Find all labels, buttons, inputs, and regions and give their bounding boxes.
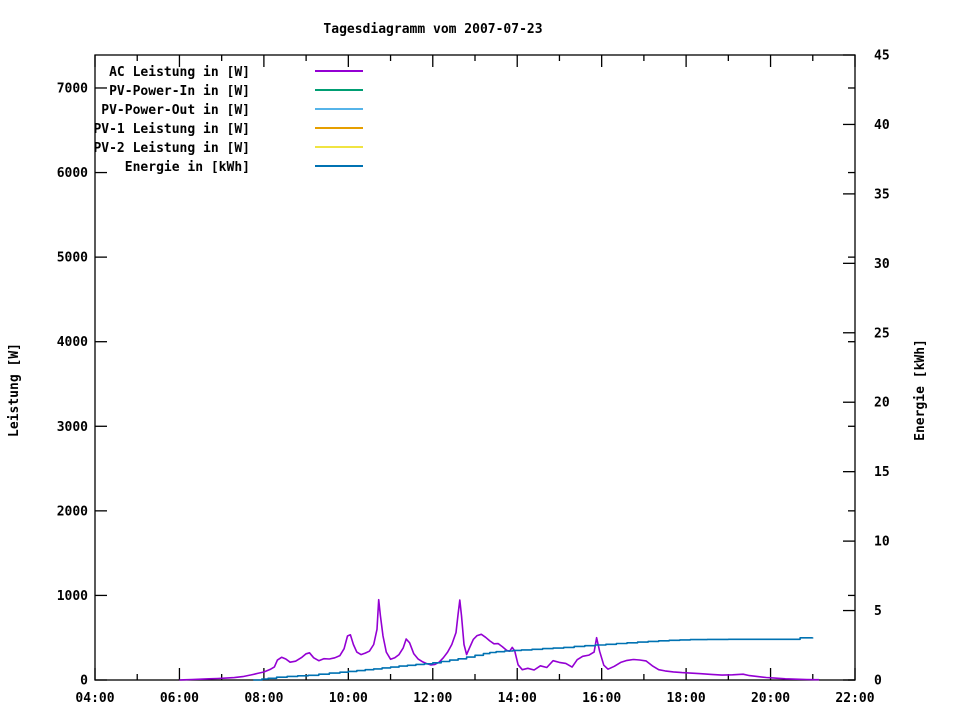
right-tick-label: 5 <box>874 604 882 619</box>
right-tick-label: 30 <box>874 257 890 272</box>
x-tick-label: 06:00 <box>160 691 199 706</box>
x-tick-label: 20:00 <box>751 691 790 706</box>
x-tick-label: 16:00 <box>582 691 621 706</box>
left-axis-ticks <box>95 87 855 681</box>
x-axis-ticks <box>94 55 856 680</box>
right-tick-label: 10 <box>874 535 890 550</box>
x-tick-label: 18:00 <box>667 691 706 706</box>
left-tick-label: 7000 <box>57 81 88 96</box>
x-tick-label: 22:00 <box>835 691 874 706</box>
right-tick-label: 40 <box>874 118 890 133</box>
right-tick-label: 25 <box>874 326 890 341</box>
left-tick-label: 2000 <box>57 504 88 519</box>
legend-label-pv1-leistung: PV-1 Leistung in [W] <box>93 122 250 137</box>
left-axis-title: Leistung [W] <box>7 343 22 437</box>
plot-area: 04:00 06:00 08:00 10:00 12:00 14:00 16:00 18:00… <box>57 49 890 707</box>
left-tick-label: 0 <box>80 674 88 689</box>
series-energie-in-kwh <box>253 637 814 681</box>
left-tick-label: 6000 <box>57 166 88 181</box>
right-tick-label: 15 <box>874 465 890 480</box>
x-tick-label: 10:00 <box>329 691 368 706</box>
legend-label-ac-leistung: AC Leistung in [W] <box>109 65 250 80</box>
legend-label-pv-power-in: PV-Power-In in [W] <box>109 84 250 99</box>
right-tick-label: 20 <box>874 396 890 411</box>
right-tick-label: 45 <box>874 49 890 64</box>
x-tick-label: 12:00 <box>413 691 452 706</box>
right-tick-label: 0 <box>874 674 882 689</box>
x-axis-tick-labels: 04:00 06:00 08:00 10:00 12:00 14:00 16:00 18:00… <box>75 691 874 706</box>
legend-label-pv-power-out: PV-Power-Out in [W] <box>101 103 250 118</box>
right-tick-label: 35 <box>874 187 890 202</box>
legend-label-pv2-leistung: PV-2 Leistung in [W] <box>93 141 250 156</box>
left-axis-tick-labels: 0 1000 2000 3000 4000 5000 6000 7000 <box>57 81 88 688</box>
legend: AC Leistung in [W] PV-Power-In in [W] PV… <box>93 65 363 175</box>
x-tick-label: 04:00 <box>75 691 114 706</box>
left-tick-label: 4000 <box>57 335 88 350</box>
series-ac-leistung-in-w <box>179 598 820 681</box>
left-tick-label: 1000 <box>57 589 88 604</box>
chart-title: Tagesdiagramm vom 2007-07-23 <box>323 22 542 37</box>
left-tick-label: 3000 <box>57 420 88 435</box>
left-tick-label: 5000 <box>57 251 88 266</box>
right-axis-ticks <box>843 54 855 681</box>
right-axis-tick-labels: 0 5 10 15 20 25 30 35 40 45 <box>874 49 890 689</box>
x-tick-label: 14:00 <box>498 691 537 706</box>
legend-label-energie: Energie in [kWh] <box>125 160 250 175</box>
x-tick-label: 08:00 <box>244 691 283 706</box>
right-axis-title: Energie [kWh] <box>913 339 928 441</box>
